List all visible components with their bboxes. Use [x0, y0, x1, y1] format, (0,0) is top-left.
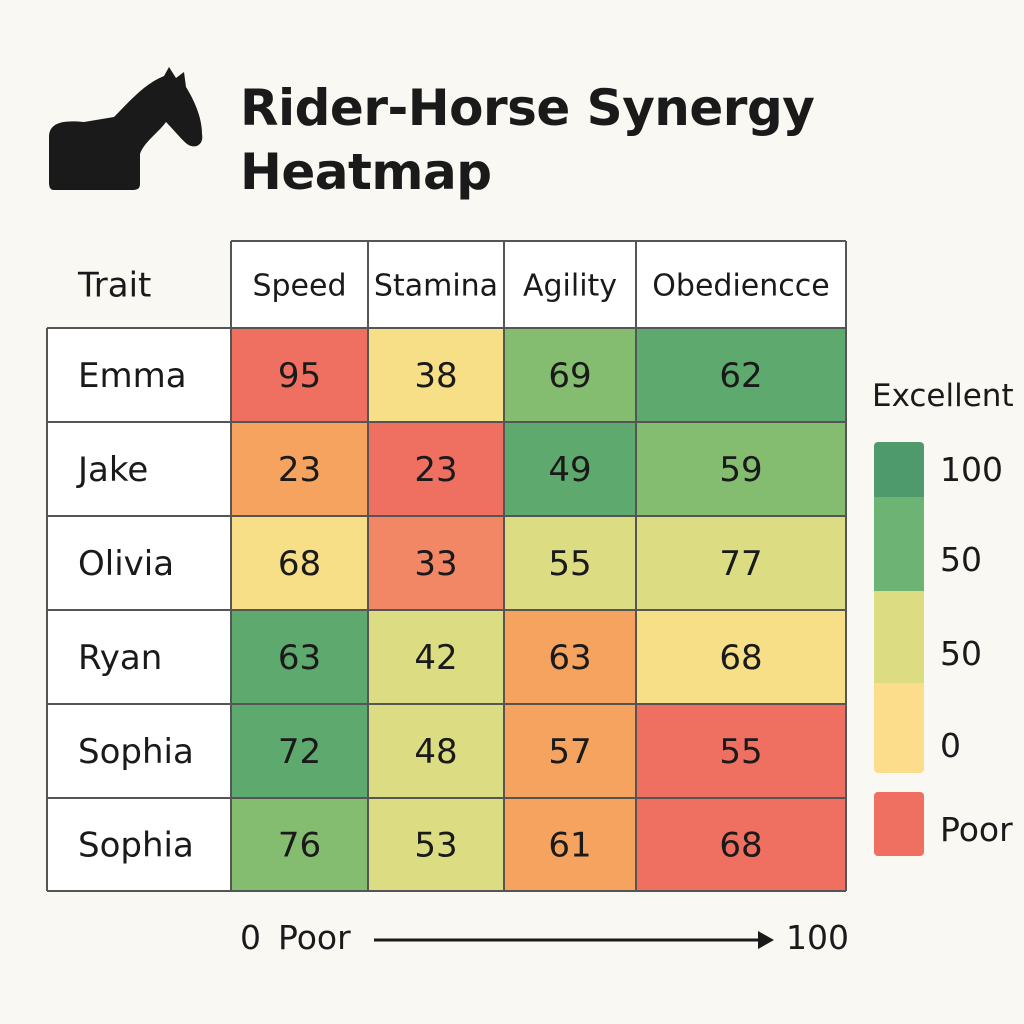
cell-value: 68 — [719, 826, 762, 866]
corner-label: Trait — [77, 266, 151, 306]
cell-value: 42 — [414, 638, 457, 678]
row-label: Olivia — [78, 544, 174, 584]
heatmap-cell — [231, 610, 368, 704]
heatmap-cell — [368, 798, 504, 891]
heatmap-cell — [368, 704, 504, 798]
cell-value: 53 — [414, 826, 457, 866]
cell-value: 23 — [414, 450, 457, 490]
heatmap-cell — [231, 328, 368, 422]
heatmap-cell — [504, 422, 636, 516]
legend-poor-label: Poor — [940, 810, 1013, 849]
horse-head-icon — [49, 67, 203, 190]
heatmap-cell — [231, 516, 368, 610]
heatmap-cell — [368, 516, 504, 610]
title-line-2: Heatmap — [240, 143, 492, 201]
cell-value: 69 — [548, 356, 591, 396]
cell-value: 55 — [548, 544, 591, 584]
legend-tick-label: 50 — [940, 540, 982, 579]
heatmap-cell — [504, 610, 636, 704]
cell-value: 63 — [548, 638, 591, 678]
axis-note-start-label: Poor — [278, 918, 351, 957]
heatmap-cell — [368, 610, 504, 704]
heatmap-cell — [231, 798, 368, 891]
cell-value: 61 — [548, 826, 591, 866]
heatmap-cell — [636, 798, 846, 891]
heatmap-gridlines — [46, 240, 847, 892]
axis-note-arrow — [374, 931, 774, 949]
cell-value: 59 — [719, 450, 762, 490]
cell-value: 95 — [278, 356, 321, 396]
title-line-1: Rider-Horse Synergy — [240, 79, 815, 137]
cell-value: 57 — [548, 732, 591, 772]
row-label: Sophia — [78, 826, 194, 866]
legend-tick-label: 0 — [940, 726, 961, 765]
legend-band — [874, 683, 924, 773]
legend-band — [874, 442, 924, 497]
legend-tick-label: 50 — [940, 634, 982, 673]
cell-value: 38 — [414, 356, 457, 396]
heatmap-labels: 95 38 69 62 Emma 23 23 49 59 Jake 68 33 55 77 Olivia 63… — [76, 266, 830, 866]
row-label: Ryan — [78, 638, 162, 678]
heatmap-cell — [504, 328, 636, 422]
cell-value: 72 — [278, 732, 321, 772]
legend-band — [874, 591, 924, 683]
cell-value: 62 — [719, 356, 762, 396]
heatmap-cell — [504, 516, 636, 610]
heatmap-cell — [504, 798, 636, 891]
heatmap-cell — [636, 704, 846, 798]
cell-value: 68 — [719, 638, 762, 678]
column-header-band — [231, 241, 846, 328]
heatmap-cells — [47, 241, 846, 891]
heatmap-cell — [636, 516, 846, 610]
cell-value: 48 — [414, 732, 457, 772]
column-label: Stamina — [374, 269, 498, 304]
heatmap-cell — [636, 422, 846, 516]
cell-value: 63 — [278, 638, 321, 678]
heatmap-cell — [368, 422, 504, 516]
legend-title: Excellent — [872, 378, 1014, 414]
heatmap-cell — [231, 422, 368, 516]
axis-note-start: 0 — [240, 918, 261, 957]
axis-note-end: 100 — [786, 918, 849, 957]
legend-poor-swatch — [874, 792, 924, 856]
heatmap-cell — [636, 328, 846, 422]
cell-value: 76 — [278, 826, 321, 866]
cell-value: 68 — [278, 544, 321, 584]
legend-tick-label: 100 — [940, 450, 1003, 489]
row-label: Jake — [76, 450, 148, 490]
legend-band — [874, 497, 924, 591]
cell-value: 23 — [278, 450, 321, 490]
chart-title: Rider-Horse Synergy Heatmap — [240, 76, 815, 204]
cell-value: 49 — [548, 450, 591, 490]
heatmap-cell — [231, 704, 368, 798]
cell-value: 77 — [719, 544, 762, 584]
row-label: Sophia — [78, 732, 194, 772]
heatmap-cell — [368, 328, 504, 422]
heatmap-cell — [504, 704, 636, 798]
heatmap-cell — [636, 610, 846, 704]
cell-value: 33 — [414, 544, 457, 584]
row-label: Emma — [78, 356, 187, 396]
cell-value: 55 — [719, 732, 762, 772]
column-label: Obediencce — [652, 269, 829, 304]
column-label: Speed — [252, 269, 346, 304]
column-label: Agility — [523, 269, 617, 304]
